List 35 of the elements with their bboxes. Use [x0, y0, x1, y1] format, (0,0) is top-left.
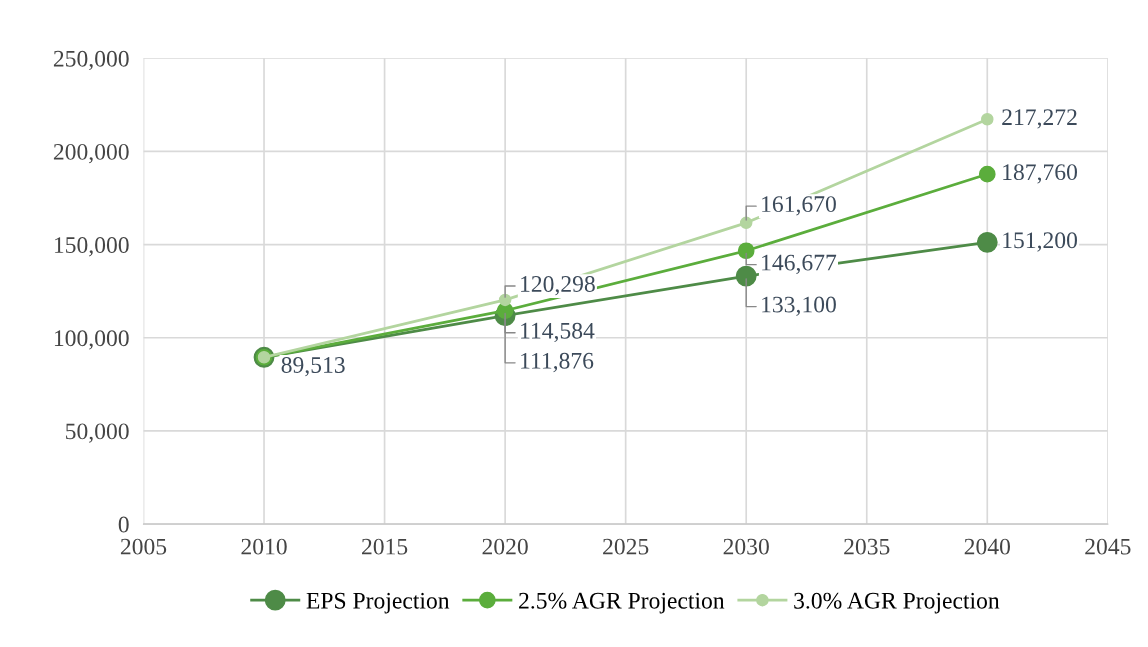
x-tick-label: 2040 — [964, 538, 1010, 555]
x-tick-label: 2030 — [723, 538, 769, 555]
y-tick-label: 100,000 — [54, 330, 129, 350]
legend-label: 3.0% AGR Projection — [794, 592, 1000, 614]
data-label: 89,513 — [281, 356, 345, 377]
point — [735, 265, 757, 287]
data-label: 111,876 — [521, 352, 594, 373]
y-tick-label: 250,000 — [53, 50, 129, 71]
data-label: 161,670 — [762, 196, 836, 216]
y-tick-label: 0 — [118, 516, 129, 533]
y-tick-label: 150,000 — [54, 237, 129, 257]
y-tick-label: 200,000 — [53, 143, 129, 164]
legend-label: EPS Projection — [306, 592, 450, 614]
point — [498, 293, 512, 307]
data-label: 217,272 — [1002, 109, 1077, 129]
point — [737, 242, 755, 260]
x-tick-label: 2010 — [241, 538, 287, 555]
x-tick-label: 2025 — [603, 538, 649, 555]
x-tick-label: 2045 — [1085, 538, 1131, 555]
x-tick-label: 2020 — [482, 538, 528, 555]
x-tick-label: 2005 — [120, 538, 167, 555]
data-label: 146,677 — [762, 254, 837, 274]
legend-label: 2.5% AGR Projection — [519, 592, 725, 614]
data-label: 120,298 — [521, 276, 595, 296]
y-tick-label: 50,000 — [66, 423, 129, 443]
data-label: 114,584 — [521, 322, 595, 343]
point — [978, 165, 996, 183]
point — [739, 216, 753, 230]
x-tick-label: 2035 — [844, 538, 890, 555]
point — [981, 112, 994, 126]
data-label: 133,100 — [762, 296, 836, 316]
data-label: 187,760 — [1003, 164, 1077, 184]
data-label: 151,200 — [1003, 232, 1077, 252]
x-tick-label: 2015 — [362, 538, 408, 555]
point — [976, 231, 998, 253]
